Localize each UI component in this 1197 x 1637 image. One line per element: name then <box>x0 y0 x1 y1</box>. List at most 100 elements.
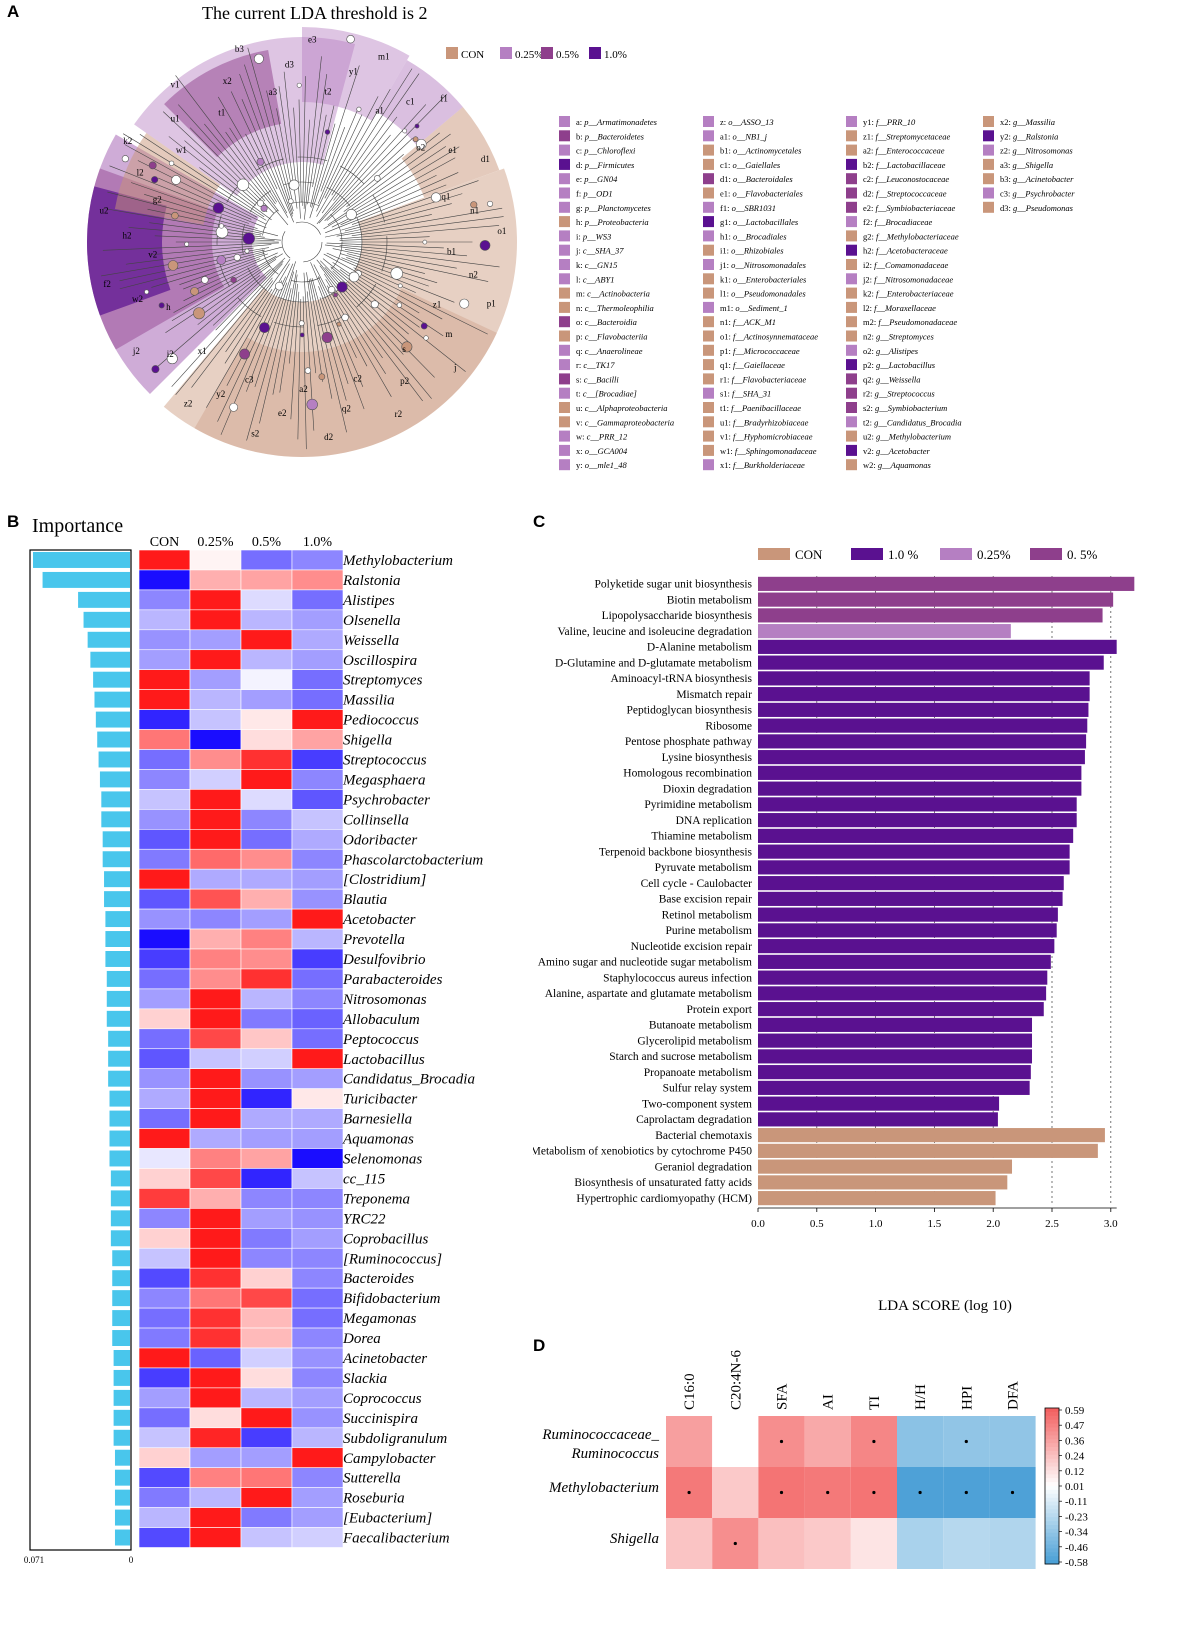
genus-label: Faecalibacterium <box>342 1531 450 1547</box>
lda-pathway-label: Biotin metabolism <box>667 594 752 606</box>
heatmap-cell <box>138 928 191 950</box>
heatmap-column-headers: CON 0.25% 0.5% 1.0% <box>150 535 333 550</box>
clado-key-entry: v2: g__Acetobacter <box>863 446 931 456</box>
clado-node <box>230 276 237 284</box>
heatmap-cell <box>189 1008 242 1030</box>
colorbar-segment <box>1045 1489 1059 1495</box>
clado-node-label: b1 <box>447 246 456 256</box>
cladogram-node-labels: t2 y1 m1 a1 c1 f1 o2 e1 d1 q1 n1 o1 b1 n2 p1 z1 m j s p2 r2 c… <box>100 34 507 442</box>
clado-key-entry: h: p__Proteobacteria <box>576 217 649 227</box>
clado-key-swatch <box>559 158 570 170</box>
clado-key-entry: q2: g__Weissella <box>863 374 921 384</box>
genus-label: Oscillospira <box>343 653 417 669</box>
clado-key-swatch <box>559 230 570 242</box>
heatmap-cell <box>138 1068 191 1089</box>
clado-node-label: d1 <box>481 154 490 164</box>
clado-key-swatch <box>846 373 857 385</box>
lda-bar <box>758 1143 1098 1158</box>
heatmap-cell <box>240 569 293 591</box>
cladogram-title: The current LDA threshold is 2 <box>202 3 427 23</box>
clado-branch <box>330 266 409 335</box>
clado-branch <box>353 267 488 335</box>
clado-key-entry: f2: f__Brocadiaceae <box>863 217 933 227</box>
heatmap-cell <box>138 769 191 790</box>
clado-key-swatch <box>846 144 857 156</box>
heatmap-cell <box>291 1367 344 1389</box>
heatmap-cell <box>189 1168 242 1189</box>
correlation-column-header: SFA <box>775 1383 791 1410</box>
heatmap-cell <box>240 948 293 970</box>
lda-bar <box>758 608 1103 623</box>
importance-bar <box>109 1130 130 1147</box>
clado-key-swatch <box>846 344 857 356</box>
genus-label: Bacteroides <box>343 1271 414 1287</box>
lda-bar <box>758 986 1047 1001</box>
clado-key-swatch <box>703 130 714 142</box>
heatmap-cell <box>138 789 191 810</box>
heatmap-cell <box>138 809 191 830</box>
clado-node <box>328 286 336 294</box>
clado-key-entry: u: c__Alphaproteobacteria <box>576 403 668 413</box>
clado-key-swatch <box>559 173 570 185</box>
heatmap-cell <box>291 1527 344 1548</box>
clado-branch <box>171 253 283 322</box>
clado-key-swatch <box>703 359 714 371</box>
lda-legend: CON 1.0 % 0.25% 0. 5% <box>758 547 1098 562</box>
importance-bar <box>105 951 130 967</box>
clado-node-label: m1 <box>378 51 390 61</box>
clado-branch <box>266 90 293 200</box>
genus-label: Candidatus_Brocadia <box>343 1072 475 1088</box>
heatmap-cell <box>291 1227 344 1249</box>
clado-branch <box>331 68 413 196</box>
correlation-cell <box>989 1518 1036 1569</box>
heatmap-cell <box>138 1048 191 1070</box>
clado-key-swatch <box>559 287 570 299</box>
clado-key-entry: s1: f__SHA_31 <box>720 389 771 399</box>
lda-bar <box>758 1159 1013 1174</box>
clado-key-swatch <box>983 173 994 185</box>
clado-key-entry: w1: f__Sphingomonadaceae <box>720 446 817 456</box>
importance-bar <box>113 1429 130 1446</box>
heatmap-cell <box>240 1148 293 1169</box>
clado-key-swatch <box>846 316 857 328</box>
colorbar-segment <box>1045 1439 1059 1444</box>
heatmap-cell <box>189 709 242 730</box>
genus-label: Methylobacterium <box>342 553 453 569</box>
colorbar-segment <box>1045 1544 1059 1549</box>
lda-pathway-label: Protein export <box>687 1004 753 1016</box>
correlation-cell <box>804 1518 851 1569</box>
cladogram-key-list: a: p__Armatimonadetes b: p__Bacteroidetes… <box>559 116 1075 471</box>
lda-pathway-label: Amino sugar and nucleotide sugar metabol… <box>538 957 752 969</box>
genus-label: Ralstonia <box>342 573 401 589</box>
clado-key-entry: b1: o__Actinomycetales <box>720 146 802 156</box>
clado-key-swatch <box>846 301 857 313</box>
heatmap-cell <box>291 1267 344 1289</box>
lda-legend-label: 0. 5% <box>1067 547 1098 562</box>
clado-key-entry: s2: g__Symbiobacterium <box>863 403 947 413</box>
lda-pathway-label: Base excision repair <box>659 894 752 906</box>
heatmap-cell <box>291 1307 344 1329</box>
clado-key-swatch <box>846 158 857 170</box>
panel-letter-b: B <box>7 512 20 531</box>
heatmap-cell <box>138 1287 191 1309</box>
genus-label: Peptococcus <box>342 1032 419 1048</box>
clado-key-entry: m2: f__Pseudomonadaceae <box>863 317 957 327</box>
clado-branch <box>171 263 283 387</box>
clado-branch <box>303 119 310 209</box>
heatmap-cell <box>138 1367 191 1389</box>
importance-bar <box>110 1230 130 1247</box>
clado-node <box>216 255 227 265</box>
clado-key-swatch <box>559 316 570 328</box>
lda-bar <box>758 844 1070 859</box>
colorbar-segment <box>1045 1552 1059 1557</box>
clado-node-label: v2 <box>148 249 157 259</box>
heatmap-cell <box>138 1128 191 1149</box>
clado-key-swatch <box>559 201 570 213</box>
genus-label: Phascolarctobacterium <box>342 852 483 868</box>
heatmap-cell <box>240 1507 293 1528</box>
heatmap-cell <box>189 1188 242 1209</box>
lda-pathway-label: Butanoate metabolism <box>649 1020 752 1032</box>
heatmap-cell <box>189 1108 242 1129</box>
clado-node <box>336 281 348 293</box>
clado-key-entry: d1: o__Bacteroidales <box>720 174 793 184</box>
